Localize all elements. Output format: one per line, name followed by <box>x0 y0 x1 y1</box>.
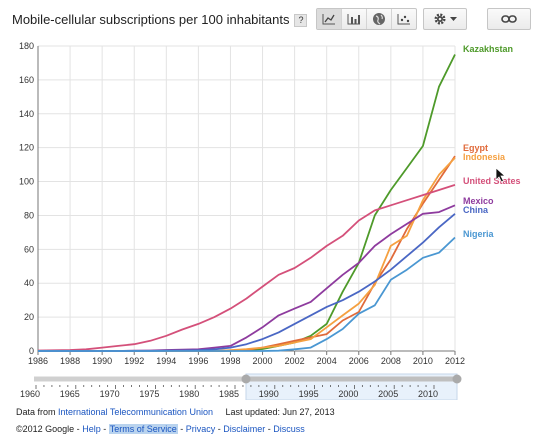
y-tick-label: 120 <box>19 143 34 153</box>
link-icon <box>501 15 517 23</box>
x-tick-label: 2006 <box>349 356 369 366</box>
series-label-china[interactable]: China <box>463 205 489 215</box>
timeline-label: 1965 <box>60 389 80 399</box>
timeline-label: 1990 <box>259 389 279 399</box>
link-button[interactable] <box>487 8 531 30</box>
timeline-label: 1985 <box>219 389 239 399</box>
bubble-chart-icon <box>397 14 410 25</box>
x-tick-label: 1996 <box>188 356 208 366</box>
series-line-egypt[interactable] <box>38 155 456 352</box>
x-tick-label: 1998 <box>220 356 240 366</box>
help-link[interactable]: Help <box>82 424 101 434</box>
y-tick-label: 180 <box>19 41 34 51</box>
timeline-label: 2010 <box>418 389 438 399</box>
x-tick-label: 2010 <box>413 356 433 366</box>
x-tick-label: 1988 <box>60 356 80 366</box>
timeline-label: 1970 <box>100 389 120 399</box>
timeline-label: 2000 <box>338 389 358 399</box>
data-source-line: Data from International Telecommunicatio… <box>16 407 335 417</box>
series-label-united-states[interactable]: United States <box>463 176 521 186</box>
y-tick-label: 80 <box>24 210 34 220</box>
bar-chart-icon <box>347 14 360 25</box>
series-label-egypt[interactable]: Egypt <box>463 143 488 153</box>
timeline-label: 1975 <box>139 389 159 399</box>
x-tick-label: 1994 <box>156 356 176 366</box>
timeline-handle-right[interactable] <box>452 374 462 384</box>
bar-chart-button[interactable] <box>342 9 367 29</box>
last-updated: Last updated: Jun 27, 2013 <box>225 407 335 417</box>
timeline-label: 1960 <box>20 389 40 399</box>
copyright: ©2012 Google - <box>16 424 80 434</box>
x-tick-label: 2000 <box>253 356 273 366</box>
y-tick-label: 160 <box>19 75 34 85</box>
map-button[interactable] <box>367 9 392 29</box>
x-tick-label: 2004 <box>317 356 337 366</box>
terms-link[interactable]: Terms of Service <box>108 424 178 434</box>
x-tick-label: 1986 <box>28 356 48 366</box>
bubble-chart-button[interactable] <box>392 9 416 29</box>
timeline-label: 2005 <box>378 389 398 399</box>
y-tick-label: 100 <box>19 177 34 187</box>
x-tick-label: 2008 <box>381 356 401 366</box>
timeline-slider[interactable]: 1960 1965 1970 1975 1980 1985 1990 1995 2000 2005… <box>0 370 540 400</box>
mouse-cursor <box>495 167 507 183</box>
title-text: Mobile-cellular subscriptions per 100 in… <box>12 12 290 27</box>
data-from-label: Data from <box>16 407 56 417</box>
privacy-link[interactable]: Privacy <box>185 424 216 434</box>
series-label-indonesia[interactable]: Indonesia <box>463 152 506 162</box>
line-chart-button[interactable] <box>317 9 342 29</box>
series-line-kazakhstan[interactable] <box>38 54 456 352</box>
y-tick-label: 140 <box>19 109 34 119</box>
discuss-link[interactable]: Discuss <box>273 424 305 434</box>
disclaimer-link[interactable]: Disclaimer <box>223 424 266 434</box>
map-icon <box>373 13 385 25</box>
timeline-handle-left[interactable] <box>241 374 251 384</box>
line-chart-icon <box>322 14 335 25</box>
series-line-united-states[interactable] <box>37 184 456 352</box>
help-button[interactable]: ? <box>294 14 308 27</box>
gear-icon <box>434 13 446 25</box>
settings-button[interactable] <box>423 8 467 30</box>
source-link[interactable]: International Telecommunication Union <box>58 407 213 417</box>
series-line-china[interactable] <box>38 213 456 352</box>
footer-links: ©2012 Google - Help - Terms of Service -… <box>16 424 305 434</box>
line-chart: 0 20 40 60 80 100 120 140 160 180 1986 1988 1990 199… <box>19 41 521 366</box>
timeline-label: 1995 <box>299 389 319 399</box>
chart-type-toolbar <box>316 8 417 30</box>
x-tick-label: 1990 <box>92 356 112 366</box>
x-tick-label: 2012 <box>445 356 465 366</box>
series-line-nigeria[interactable] <box>38 236 456 352</box>
series-label-mexico[interactable]: Mexico <box>463 196 494 206</box>
x-tick-label: 2002 <box>285 356 305 366</box>
x-tick-label: 1992 <box>124 356 144 366</box>
series-label-nigeria[interactable]: Nigeria <box>463 229 495 239</box>
y-tick-label: 20 <box>24 312 34 322</box>
chevron-down-icon <box>450 16 457 21</box>
y-tick-label: 60 <box>24 244 34 254</box>
chart-title: Mobile-cellular subscriptions per 100 in… <box>12 12 308 27</box>
y-tick-label: 0 <box>29 346 34 356</box>
series-label-kazakhstan[interactable]: Kazakhstan <box>463 44 513 54</box>
y-tick-label: 40 <box>24 278 34 288</box>
timeline-label: 1980 <box>179 389 199 399</box>
